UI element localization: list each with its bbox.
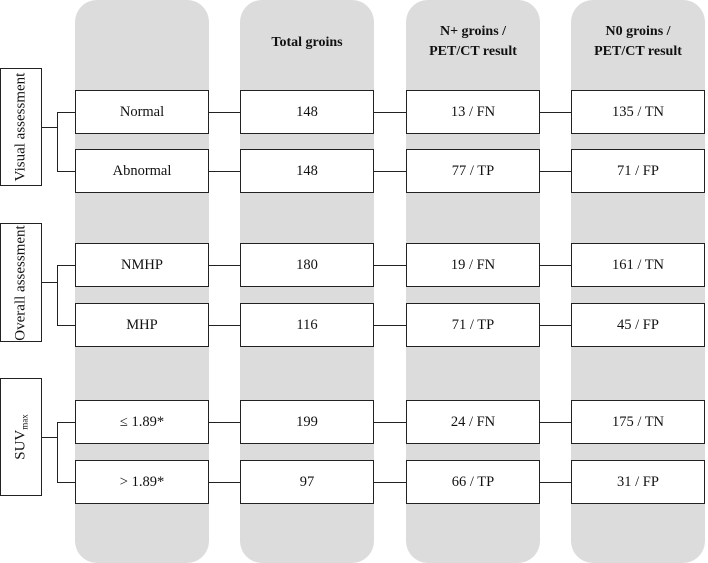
suv-subscript: max (19, 414, 30, 430)
group-label-suvmax: SUVmax (0, 378, 42, 496)
category-box-mhp: MHP (75, 303, 209, 347)
category-box-suv-low: ≤ 1.89* (75, 400, 209, 444)
connector-line (374, 482, 406, 483)
connector-line (374, 265, 406, 266)
total-box: 180 (240, 243, 374, 287)
connector-line (209, 422, 240, 423)
header-total-text: Total groins (271, 35, 343, 50)
n0-text: 161 / TN (611, 256, 665, 273)
n0-text: 135 / TN (611, 103, 665, 120)
bracket-vertical (57, 265, 58, 325)
n0-text: 31 / FP (617, 473, 659, 490)
n0-text: 45 / FP (617, 316, 659, 333)
bracket-branch (57, 265, 75, 266)
bracket-branch (57, 112, 75, 113)
header-n0-groins: N0 groins / PET/CT result (571, 22, 705, 62)
connector-line (540, 265, 571, 266)
header-n0-line2: PET/CT result (594, 44, 682, 59)
header-nplus-line1: N+ groins / (439, 24, 507, 39)
category-text: MHP (126, 316, 158, 333)
connector-line (374, 422, 406, 423)
n0-box: 31 / FP (571, 460, 705, 504)
connector-line (540, 325, 571, 326)
nplus-text: 24 / FN (450, 413, 496, 430)
n0-box: 45 / FP (571, 303, 705, 347)
n0-box: 71 / FP (571, 149, 705, 193)
suv-text: SUV (12, 429, 29, 460)
total-text: 199 (296, 413, 318, 430)
category-box-suv-high: > 1.89* (75, 460, 209, 504)
group-label-text: Overall assessment (12, 224, 29, 341)
connector-line (540, 482, 571, 483)
connector-line (209, 482, 240, 483)
category-box-normal: Normal (75, 90, 209, 134)
group-label-text: SUVmax (13, 414, 30, 460)
bracket-branch (57, 171, 75, 172)
category-box-abnormal: Abnormal (75, 149, 209, 193)
nplus-text: 77 / TP (451, 162, 495, 179)
connector-line (209, 112, 240, 113)
bracket-vertical (57, 112, 58, 171)
nplus-box: 19 / FN (406, 243, 540, 287)
n0-box: 161 / TN (571, 243, 705, 287)
category-text: NMHP (121, 256, 163, 273)
nplus-box: 13 / FN (406, 90, 540, 134)
bracket-vertical (57, 422, 58, 482)
nplus-box: 71 / TP (406, 303, 540, 347)
connector-line (209, 171, 240, 172)
nplus-box: 24 / FN (406, 400, 540, 444)
nplus-box: 77 / TP (406, 149, 540, 193)
bracket-branch (57, 482, 75, 483)
category-text: Abnormal (112, 162, 172, 179)
nplus-text: 71 / TP (451, 316, 495, 333)
bracket-branch (57, 325, 75, 326)
total-box: 148 (240, 149, 374, 193)
bracket-stem (42, 437, 57, 438)
n0-text: 175 / TN (611, 413, 665, 430)
connector-line (540, 422, 571, 423)
nplus-box: 66 / TP (406, 460, 540, 504)
total-text: 148 (296, 162, 318, 179)
group-label-visual-assessment: Visual assessment (0, 68, 42, 186)
category-box-nmhp: NMHP (75, 243, 209, 287)
connector-line (374, 171, 406, 172)
total-box: 116 (240, 303, 374, 347)
group-label-text: Visual assessment (12, 72, 29, 182)
n0-box: 175 / TN (571, 400, 705, 444)
total-box: 199 (240, 400, 374, 444)
connector-line (209, 265, 240, 266)
nplus-text: 13 / FN (450, 103, 496, 120)
connector-line (374, 325, 406, 326)
total-text: 180 (296, 256, 318, 273)
n0-box: 135 / TN (571, 90, 705, 134)
category-text: > 1.89* (119, 473, 165, 490)
header-n0-line1: N0 groins / (605, 24, 671, 39)
connector-line (209, 325, 240, 326)
header-nplus-line2: PET/CT result (429, 44, 517, 59)
n0-text: 71 / FP (617, 162, 659, 179)
bracket-stem (42, 127, 57, 128)
nplus-text: 19 / FN (450, 256, 496, 273)
total-box: 97 (240, 460, 374, 504)
header-nplus-groins: N+ groins / PET/CT result (406, 22, 540, 62)
category-text: ≤ 1.89* (119, 413, 165, 430)
header-total-groins: Total groins (240, 33, 374, 53)
nplus-text: 66 / TP (451, 473, 495, 490)
category-text: Normal (119, 103, 165, 120)
total-text: 116 (296, 316, 318, 333)
bracket-branch (57, 422, 75, 423)
connector-line (540, 112, 571, 113)
connector-line (374, 112, 406, 113)
total-text: 148 (296, 103, 318, 120)
total-box: 148 (240, 90, 374, 134)
connector-line (540, 171, 571, 172)
bracket-stem (42, 282, 57, 283)
group-label-overall-assessment: Overall assessment (0, 223, 42, 342)
total-text: 97 (299, 473, 315, 490)
